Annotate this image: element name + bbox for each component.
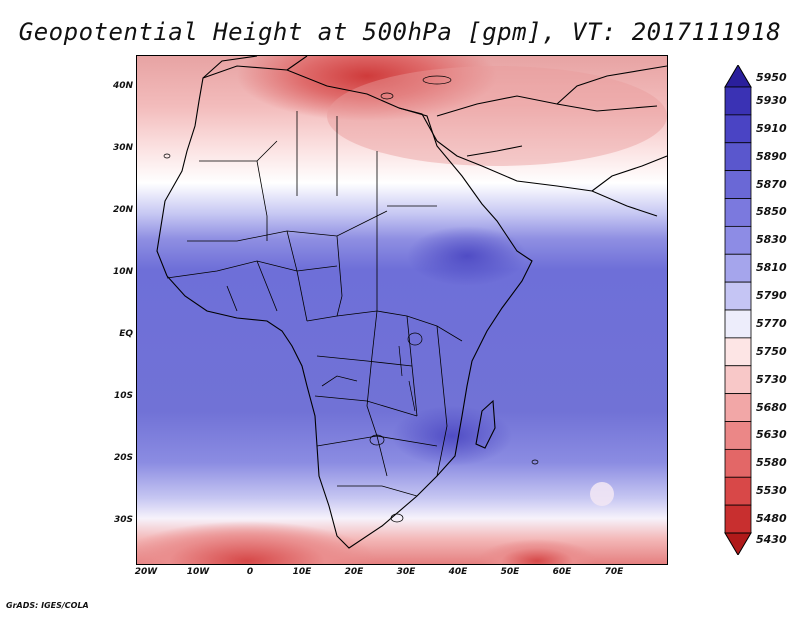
lon-label-50e: 50E	[500, 567, 520, 577]
colorbar-label: 5430	[756, 533, 787, 546]
colorbar-cell	[724, 393, 752, 422]
high-east-africa	[407, 226, 527, 286]
map-svg	[137, 56, 667, 564]
colorbar-cell	[724, 142, 752, 172]
trough-southwest	[137, 521, 377, 564]
colorbar-cell	[724, 476, 752, 506]
colorbar-label: 5850	[756, 205, 787, 219]
colorbar-cell	[724, 504, 752, 534]
colorbar-label: 5950	[756, 71, 787, 84]
colorbar-label: 5730	[756, 372, 787, 386]
trough-southeast	[477, 539, 597, 564]
colorbar-label: 5630	[756, 428, 787, 442]
lat-label-40n: 40N	[112, 81, 133, 91]
colorbar-top-triangle	[724, 65, 752, 88]
colorbar-cell	[724, 198, 752, 227]
lon-label-20e: 20E	[344, 567, 364, 577]
colorbar-label: 5930	[756, 93, 787, 107]
country-borders	[166, 111, 463, 497]
colorbar-cell	[724, 86, 752, 116]
colorbar-cell	[724, 309, 752, 339]
lon-label-20w: 20W	[134, 567, 158, 577]
height-field	[137, 56, 667, 564]
colorbar-cell	[724, 253, 752, 283]
colorbar-label: 5790	[756, 289, 787, 303]
colorbar-label: 5750	[756, 344, 787, 358]
colorbar-label: 5580	[756, 456, 787, 470]
colorbar-cell	[724, 114, 752, 144]
colorbar-label: 5910	[756, 121, 787, 135]
colorbar-label: 5770	[756, 316, 787, 330]
lon-label-10e: 10E	[292, 567, 312, 577]
colorbar-label: 5480	[756, 512, 787, 526]
colorbar-cell	[724, 365, 752, 395]
lat-label-eq: EQ	[119, 329, 133, 339]
colorbar-bottom-triangle	[724, 532, 752, 555]
colorbar-cell	[724, 421, 752, 450]
geopotential-height-map	[136, 55, 668, 565]
colorbar-cell	[724, 170, 752, 199]
colorbar-label: 5530	[756, 484, 787, 498]
lon-label-70e: 70E	[604, 567, 624, 577]
lon-label-40e: 40E	[448, 567, 468, 577]
bubble-south-indian-ocean	[590, 482, 614, 506]
lon-label-30e: 30E	[396, 567, 416, 577]
lat-label-30n: 30N	[112, 143, 133, 153]
high-southern-africa	[392, 406, 512, 466]
colorbar	[724, 65, 752, 555]
lat-label-30s: 30S	[113, 515, 133, 525]
lon-label-10w: 10W	[186, 567, 210, 577]
lat-label-10s: 10S	[113, 391, 133, 401]
lon-label-60e: 60E	[552, 567, 572, 577]
continent-outlines	[156, 56, 667, 549]
lat-label-20n: 20N	[112, 205, 133, 215]
red-band-northeast	[327, 66, 667, 166]
colorbar-label: 5680	[756, 400, 787, 414]
colorbar-cell	[724, 281, 752, 311]
colorbar-label: 5830	[756, 233, 787, 247]
colorbar-label: 5870	[756, 177, 787, 191]
colorbar-cell	[724, 225, 752, 255]
lat-label-20s: 20S	[113, 453, 133, 463]
trough-north	[237, 56, 497, 121]
map-title: Geopotential Height at 500hPa [gpm], VT:…	[18, 18, 782, 46]
colorbar-label: 5890	[756, 149, 787, 163]
colorbar-label: 5810	[756, 261, 787, 275]
colorbar-cell	[724, 337, 752, 367]
footer-credit: GrADS: IGES/COLA	[6, 601, 89, 610]
lat-label-10n: 10N	[112, 267, 133, 277]
lon-label-0: 0	[246, 567, 254, 577]
lakes-and-islands	[163, 75, 539, 523]
colorbar-cell	[724, 448, 752, 478]
